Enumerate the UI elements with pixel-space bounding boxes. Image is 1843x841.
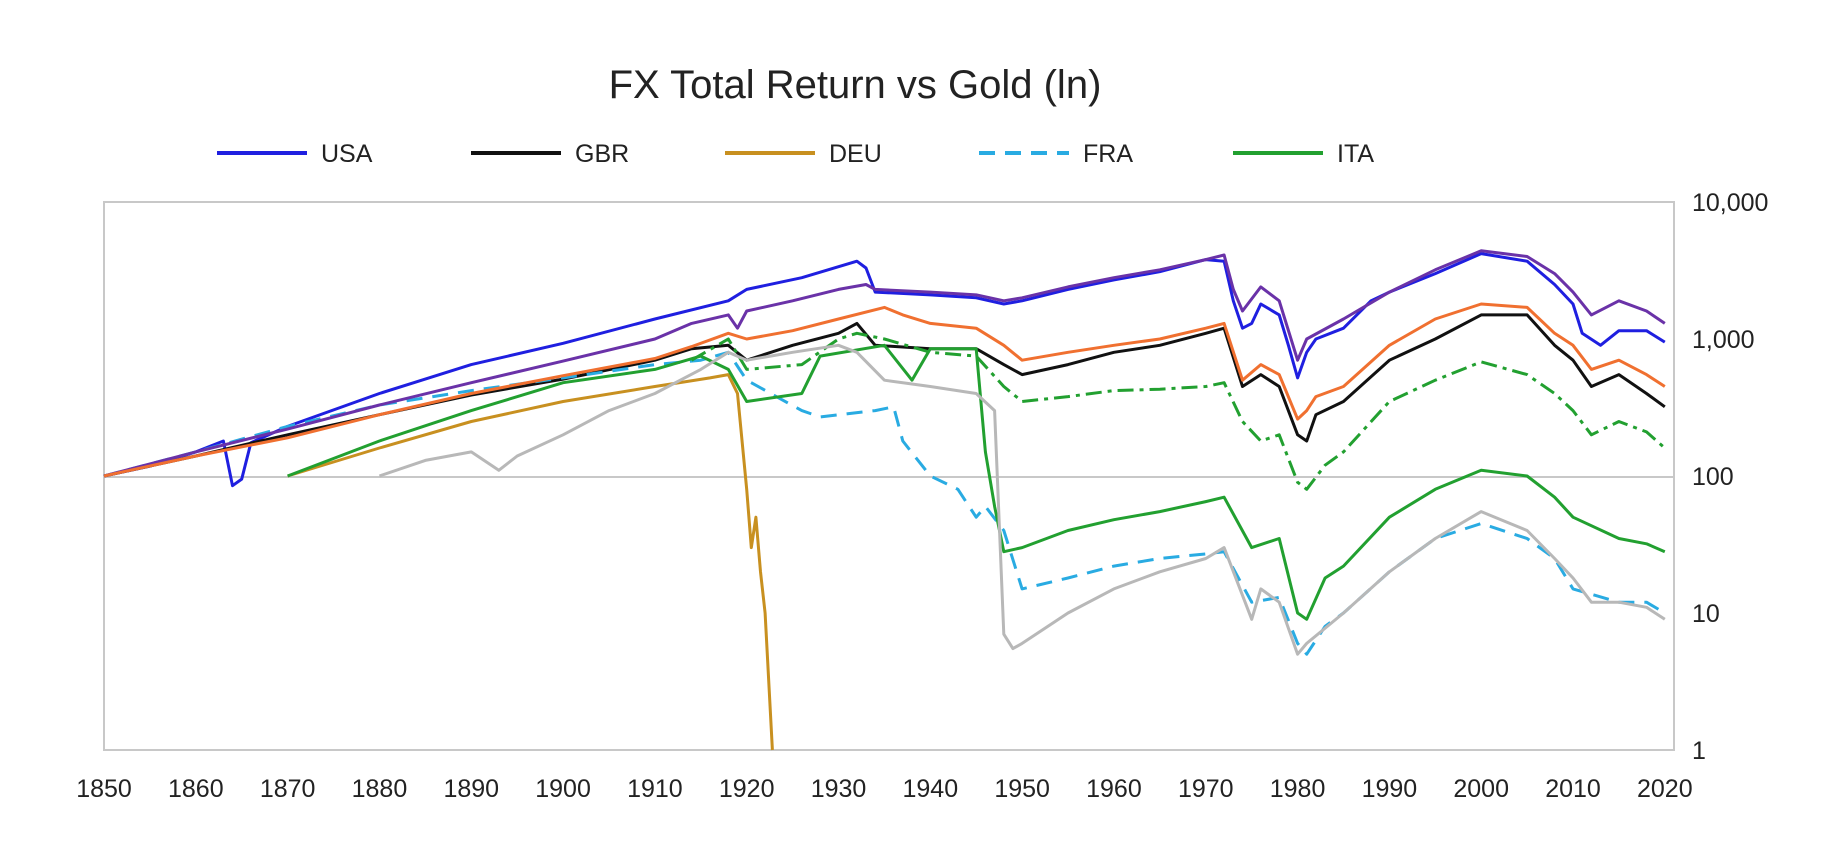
legend-item-usa: USA [217,140,373,168]
y-tick-label-100: 100 [1692,463,1734,491]
series-line-usa [103,252,1666,488]
legend-item-gbr: GBR [471,140,629,168]
series-line-gbr [103,313,1666,478]
series-line-ita [287,343,1666,621]
series-line-fra [103,350,1666,656]
legend-label-usa: USA [321,140,373,168]
legend-label-fra: FRA [1083,140,1133,168]
x-tick-label-1930: 1930 [811,775,867,803]
y-tick-label-10000: 10,000 [1692,189,1768,217]
x-tick-label-1940: 1940 [903,775,959,803]
y-tick-label-1: 1 [1692,737,1706,765]
series-line-6 [690,331,1666,491]
x-tick-label-1960: 1960 [1086,775,1142,803]
y-tick-label-10: 10 [1692,600,1720,628]
legend: USA GBR DEU FRA ITA [217,140,1374,168]
x-tick-label-1920: 1920 [719,775,775,803]
x-tick-label-1870: 1870 [260,775,316,803]
legend-label-deu: DEU [829,140,882,168]
series-layer [103,249,1666,751]
x-tick-label-1910: 1910 [627,775,683,803]
series-line-deu [287,373,774,751]
x-tick-label-1970: 1970 [1178,775,1234,803]
x-tick-label-1850: 1850 [76,775,132,803]
series-line-9 [378,343,1666,656]
x-tick-label-1880: 1880 [352,775,408,803]
x-tick-label-2020: 2020 [1637,775,1693,803]
x-tick-label-1900: 1900 [535,775,591,803]
x-tick-label-1990: 1990 [1362,775,1418,803]
x-tick-label-1980: 1980 [1270,775,1326,803]
x-tick-label-1890: 1890 [443,775,499,803]
x-tick-label-2000: 2000 [1453,775,1509,803]
x-tick-label-1860: 1860 [168,775,224,803]
series-line-7 [103,249,1666,478]
legend-item-ita: ITA [1233,140,1374,168]
series-line-8 [103,302,1666,478]
legend-item-deu: DEU [725,140,882,168]
legend-item-fra: FRA [979,140,1133,168]
legend-label-gbr: GBR [575,140,629,168]
y-tick-label-1000: 1,000 [1692,326,1755,354]
chart-title: FX Total Return vs Gold (ln) [609,63,1102,107]
x-tick-label-2010: 2010 [1545,775,1601,803]
x-tick-label-1950: 1950 [994,775,1050,803]
x-axis: 1850 1860 1870 1880 1890 1900 1910 1920 1930 1940… [76,775,1692,803]
legend-label-ita: ITA [1337,140,1374,168]
y-axis: 10,000 1,000 100 10 1 [1692,189,1768,765]
